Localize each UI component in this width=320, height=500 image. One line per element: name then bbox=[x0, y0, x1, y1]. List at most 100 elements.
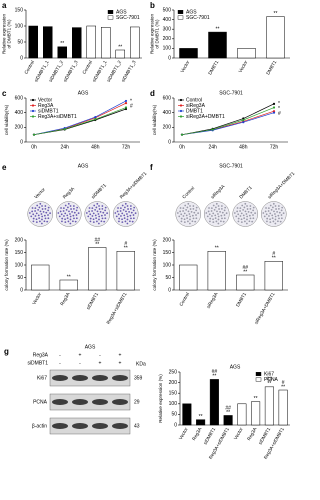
point bbox=[32, 133, 36, 136]
colony bbox=[57, 212, 60, 214]
colony bbox=[129, 207, 132, 210]
colony bbox=[47, 214, 49, 216]
colony bbox=[73, 217, 75, 220]
bar bbox=[264, 261, 283, 291]
y-tick-label: 200 bbox=[169, 380, 178, 386]
colony bbox=[240, 218, 243, 221]
colony bbox=[46, 220, 49, 223]
point bbox=[124, 106, 128, 109]
blot-band bbox=[92, 423, 108, 429]
colony bbox=[119, 207, 122, 210]
bar bbox=[223, 415, 233, 426]
colony bbox=[132, 209, 135, 212]
colony bbox=[123, 217, 126, 220]
colony bbox=[188, 213, 191, 215]
colony bbox=[69, 205, 72, 207]
bar bbox=[130, 26, 140, 59]
colony bbox=[129, 205, 132, 207]
series-line bbox=[33, 107, 127, 136]
colony bbox=[237, 220, 240, 223]
colony bbox=[189, 215, 192, 218]
colony bbox=[96, 210, 99, 213]
plate bbox=[260, 201, 287, 227]
colony bbox=[89, 220, 92, 223]
bar bbox=[28, 25, 38, 59]
annotation: ** bbox=[60, 41, 64, 47]
colony bbox=[276, 220, 279, 223]
colony bbox=[126, 215, 129, 218]
y-tick-label: 400 bbox=[163, 110, 172, 116]
colony bbox=[239, 207, 242, 210]
colony bbox=[222, 220, 225, 223]
colony bbox=[133, 206, 136, 209]
colony bbox=[131, 220, 134, 223]
colony bbox=[117, 213, 120, 216]
colony bbox=[281, 206, 284, 209]
colony bbox=[187, 210, 190, 213]
colony bbox=[249, 207, 252, 210]
colony bbox=[212, 221, 215, 224]
colony bbox=[195, 209, 198, 212]
colony bbox=[277, 205, 280, 207]
colony bbox=[248, 220, 251, 223]
colony bbox=[178, 215, 181, 218]
colony bbox=[126, 218, 129, 221]
colony bbox=[241, 204, 244, 207]
colony bbox=[72, 207, 75, 210]
colony bbox=[212, 218, 214, 221]
x-tick-label: Control bbox=[178, 292, 190, 307]
colony bbox=[186, 217, 189, 220]
colony bbox=[76, 206, 79, 209]
bar bbox=[196, 419, 206, 426]
colony bbox=[205, 212, 208, 214]
colony bbox=[245, 213, 248, 215]
legend-label: Reg3A bbox=[38, 103, 54, 109]
y-tick-label: 0 bbox=[168, 139, 171, 145]
colony bbox=[251, 220, 254, 223]
colony bbox=[106, 212, 109, 215]
colony bbox=[246, 208, 249, 210]
colony bbox=[39, 210, 42, 213]
colony bbox=[266, 220, 268, 223]
annotation: ** bbox=[281, 384, 285, 390]
colony bbox=[280, 214, 283, 216]
x-tick-label: 48h bbox=[239, 144, 248, 150]
colony bbox=[72, 214, 75, 217]
colony bbox=[183, 218, 186, 221]
panel-letter: d bbox=[150, 89, 155, 98]
chart-title: SGC-7901 bbox=[219, 163, 243, 169]
colony bbox=[183, 221, 186, 224]
colony bbox=[176, 212, 179, 214]
colony bbox=[87, 215, 90, 218]
y-tick-label: 200 bbox=[15, 237, 24, 243]
legend-swatch bbox=[107, 15, 114, 20]
chart-title: AGS bbox=[78, 163, 89, 169]
colony bbox=[235, 215, 238, 218]
colony bbox=[275, 208, 277, 210]
blot-band bbox=[72, 423, 88, 429]
colony bbox=[206, 215, 209, 218]
colony bbox=[274, 218, 277, 221]
legend-label: AGS bbox=[186, 9, 197, 15]
colony bbox=[123, 206, 126, 209]
x-tick-label: 72h bbox=[122, 144, 131, 150]
colony bbox=[47, 206, 50, 209]
colony bbox=[37, 214, 40, 217]
colony bbox=[61, 217, 64, 220]
colony bbox=[219, 220, 222, 223]
colony bbox=[248, 214, 251, 217]
colony bbox=[244, 210, 247, 213]
colony bbox=[73, 211, 76, 214]
colony bbox=[97, 222, 100, 225]
blot-band bbox=[52, 399, 68, 405]
colony bbox=[195, 217, 198, 220]
annotation: # bbox=[278, 111, 281, 117]
annotation: * bbox=[130, 98, 132, 104]
x-tick-label: Vector bbox=[178, 426, 189, 440]
colony bbox=[36, 204, 39, 207]
legend-label: DMBT1 bbox=[186, 108, 203, 114]
annotation: ## bbox=[267, 377, 273, 383]
colony bbox=[41, 218, 43, 221]
colony bbox=[192, 217, 195, 220]
colony bbox=[104, 209, 107, 212]
